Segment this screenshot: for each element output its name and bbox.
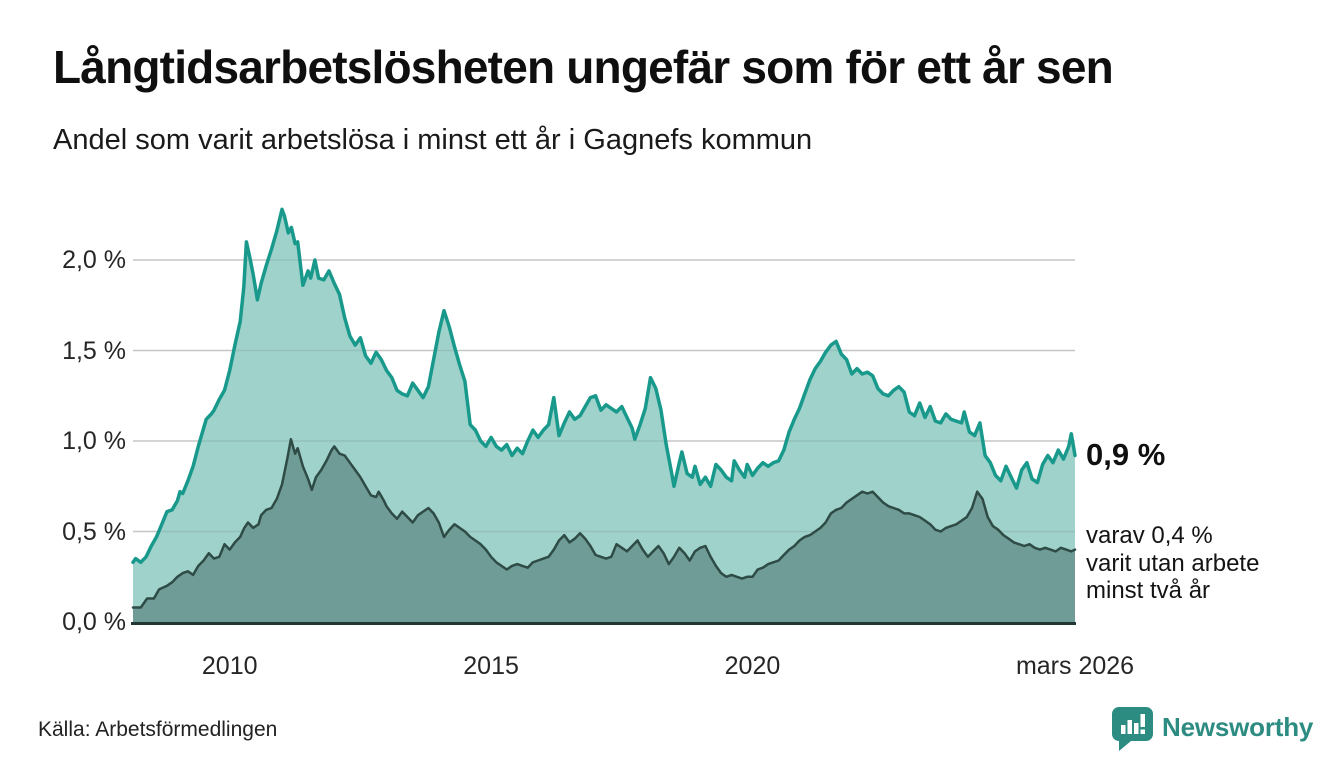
newsworthy-icon <box>1112 707 1153 751</box>
bar-tall <box>1127 720 1132 734</box>
series-line-one-year <box>131 207 1077 565</box>
x-axis-tick-label: mars 2026 <box>1015 652 1135 680</box>
y-axis-tick-label: 0,0 % <box>62 608 126 636</box>
secondary-value-line3: minst två år <box>1086 577 1211 604</box>
brand-logo: Newsworthy <box>1112 706 1313 752</box>
y-axis-tick-label: 1,5 % <box>62 336 126 365</box>
secondary-value-label: varav 0,4 % varit utan arbete minst två … <box>1086 522 1259 605</box>
bar-short <box>1121 725 1126 734</box>
speech-bubble-shape <box>1112 707 1153 751</box>
y-axis-labels: 0,0 % 0,5 % 1,0 % 1,5 % 2,0 % <box>0 0 126 780</box>
area-fill-two-years <box>133 439 1075 622</box>
latest-value-label: 0,9 % <box>1086 437 1166 472</box>
bar-medium <box>1134 723 1139 734</box>
x-axis-tick-label: 2010 <box>201 652 258 680</box>
series-line-two-years <box>131 437 1077 609</box>
exclamation-dot <box>1140 729 1145 734</box>
secondary-value-line1: varav 0,4 % <box>1086 522 1213 549</box>
y-axis-tick-label: 0,5 % <box>62 517 126 546</box>
x-axis-tick-label: 2020 <box>724 652 781 680</box>
y-axis-tick-label: 1,0 % <box>62 427 126 455</box>
page-subtitle: Andel som varit arbetslösa i minst ett å… <box>53 124 813 156</box>
source-caption: Källa: Arbetsförmedlingen <box>38 718 278 741</box>
exclamation-stem <box>1140 714 1145 727</box>
x-axis-tick-label: 2015 <box>463 652 519 680</box>
y-axis-tick-label: 2,0 % <box>62 246 126 274</box>
secondary-value-line2: varit utan arbete <box>1086 549 1260 577</box>
page-title: Långtidsarbetslösheten ungefär som för e… <box>53 41 1114 93</box>
brand-wordmark: Newsworthy <box>1162 712 1314 742</box>
